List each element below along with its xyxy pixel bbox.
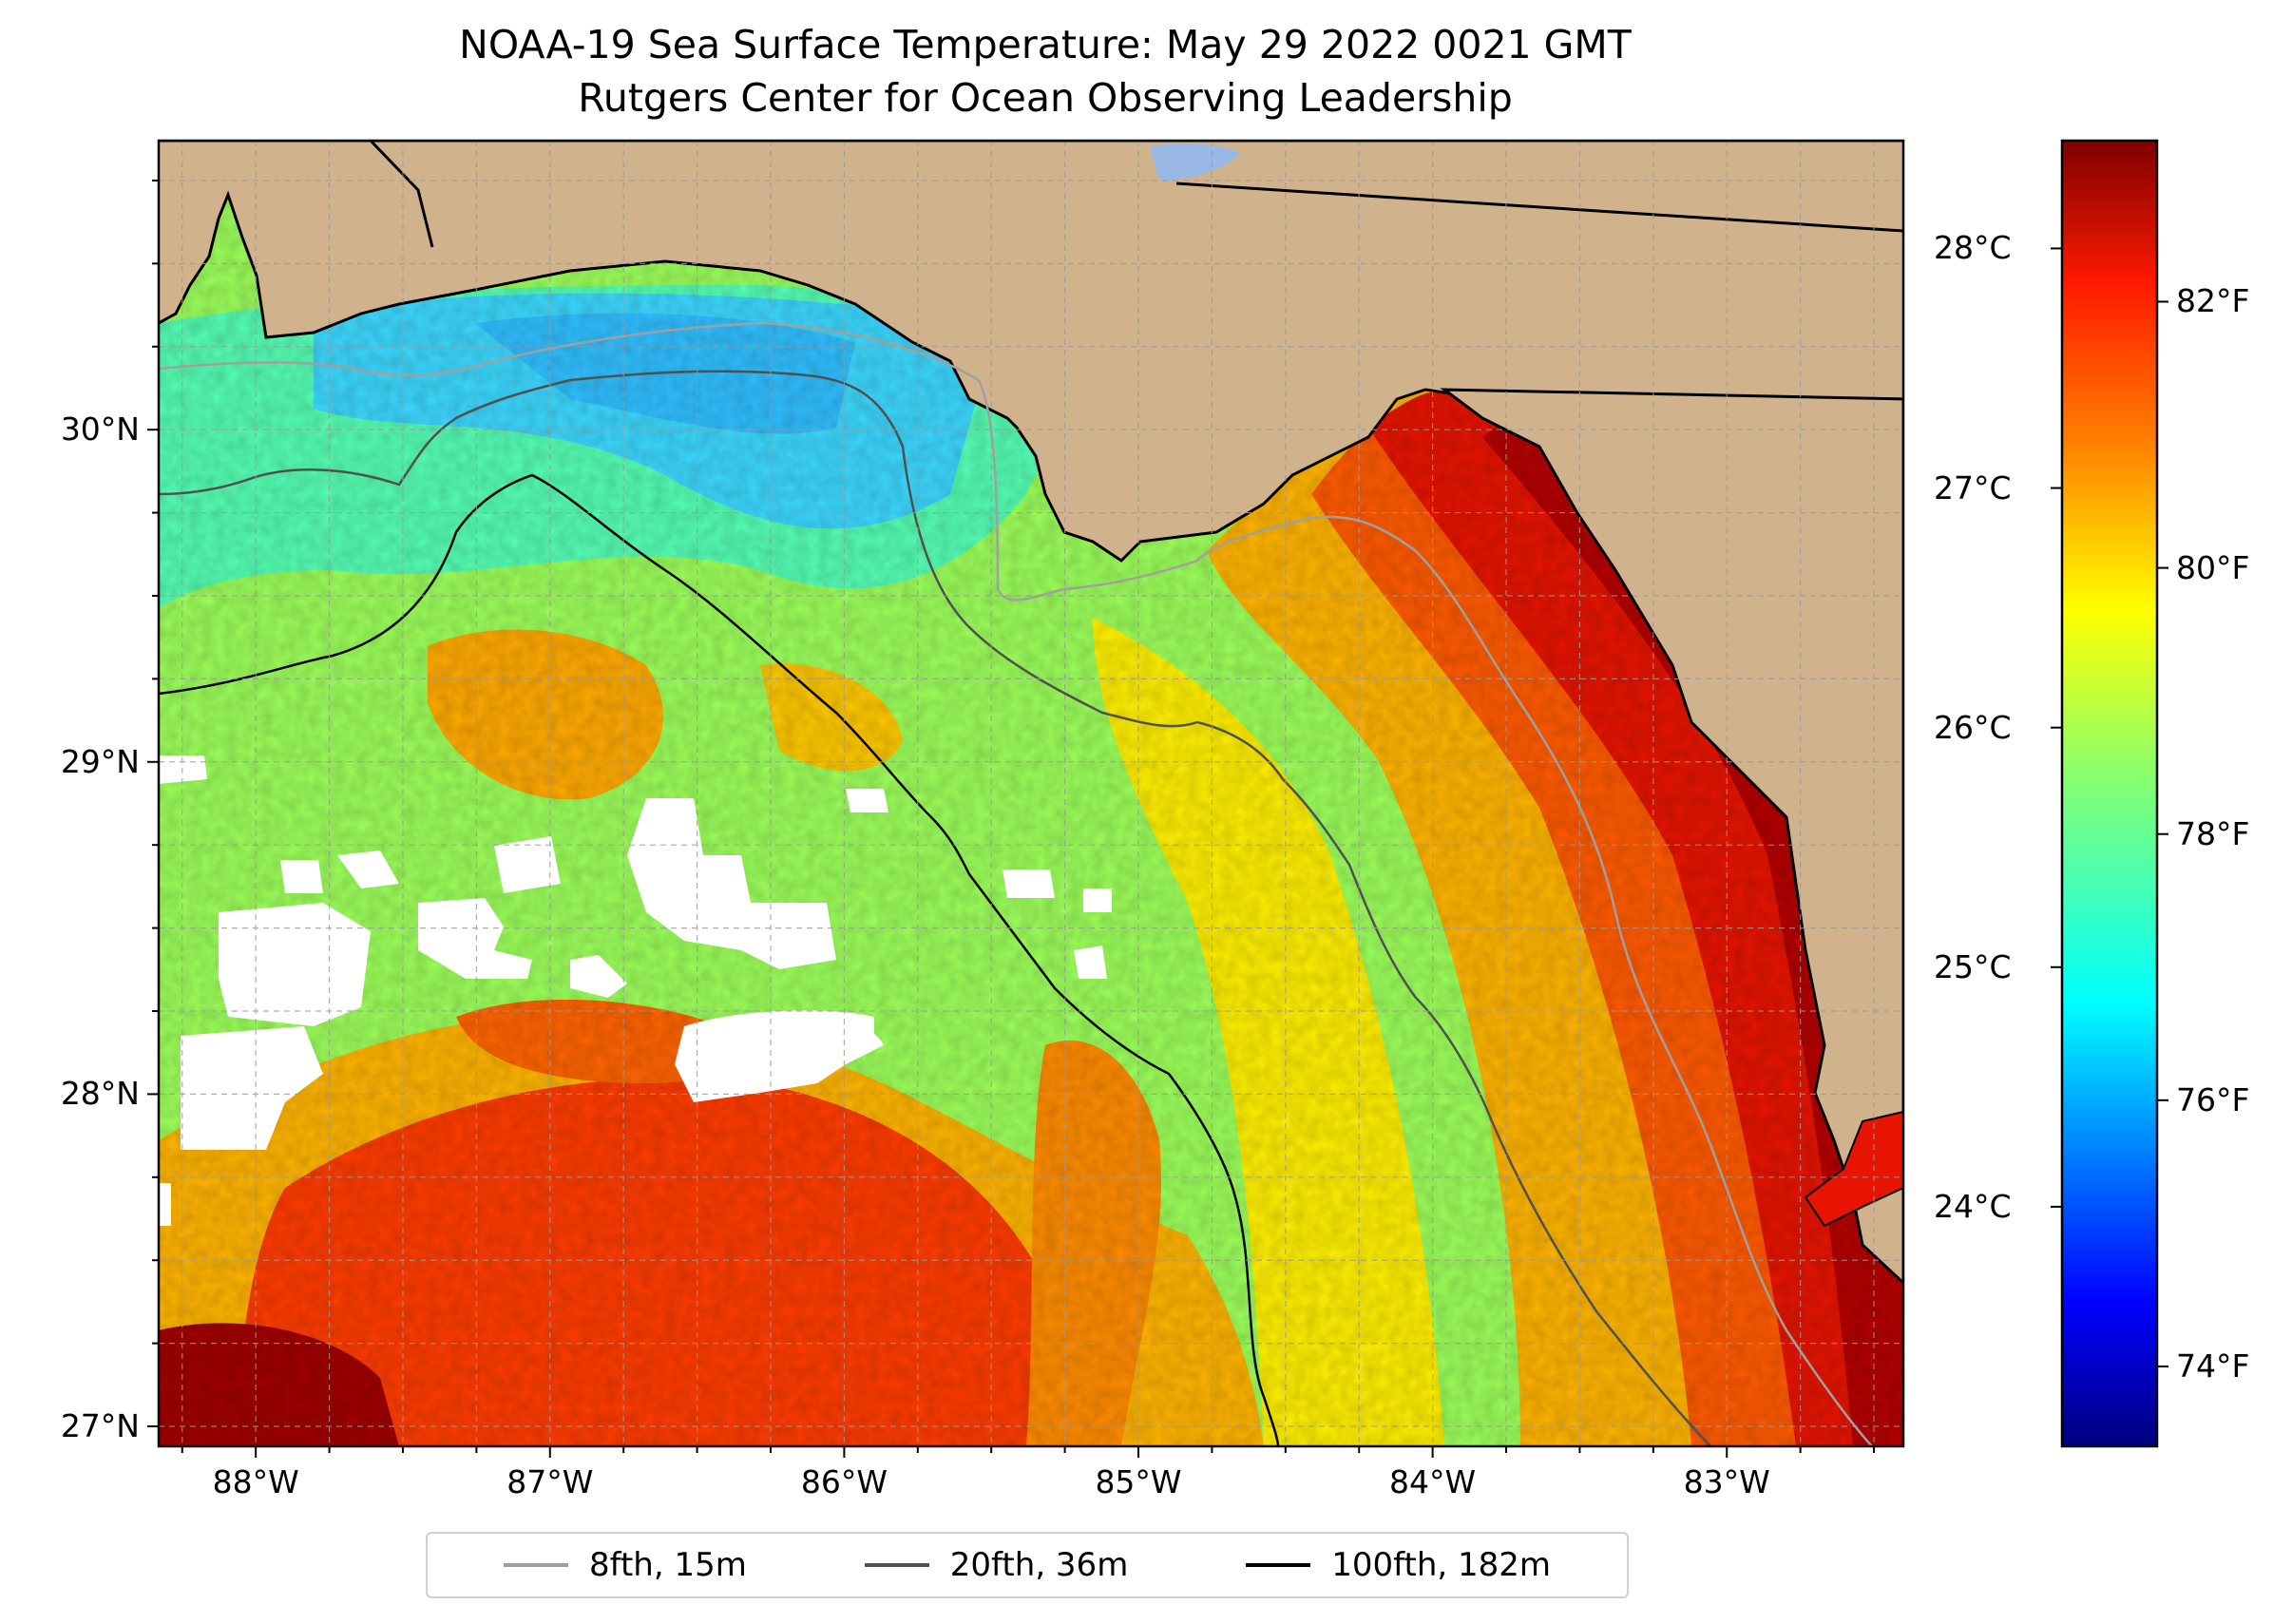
colorbar-celsius-label: 25°C xyxy=(1934,947,2012,985)
colorbar xyxy=(2060,139,2159,1448)
contour-20fth xyxy=(159,370,1711,1446)
gridlines xyxy=(159,141,1903,1446)
state-border-west xyxy=(369,141,434,248)
legend-item: 100fth, 182m xyxy=(1246,1546,1551,1584)
legend-swatch xyxy=(864,1563,929,1567)
longitude-label: 83°W xyxy=(1683,1463,1770,1500)
colorbar-celsius-label: 26°C xyxy=(1934,708,2012,746)
colorbar-fahrenheit-label: 74°F xyxy=(2176,1347,2250,1385)
longitude-label: 84°W xyxy=(1389,1463,1477,1500)
land xyxy=(159,141,1903,1286)
contour-8fth xyxy=(159,321,1873,1446)
colorbar-fahrenheit-label: 78°F xyxy=(2176,814,2250,852)
legend-label: 100fth, 182m xyxy=(1331,1546,1552,1584)
state-border xyxy=(1175,182,1903,233)
longitude-label: 87°W xyxy=(506,1463,594,1500)
latitude-label: 27°N xyxy=(60,1407,140,1445)
colorbar-fahrenheit-label: 80°F xyxy=(2176,548,2250,586)
legend-item: 20fth, 36m xyxy=(864,1546,1129,1584)
legend-label: 8fth, 15m xyxy=(588,1546,747,1584)
cloud-mask xyxy=(159,755,1112,1226)
tick-marks xyxy=(147,179,1876,1458)
colorbar-celsius-label: 24°C xyxy=(1934,1187,2012,1225)
colorbar-celsius-label: 27°C xyxy=(1934,468,2012,506)
legend-swatch xyxy=(1246,1563,1311,1567)
bathymetry-contours xyxy=(159,321,1873,1446)
land-east xyxy=(1440,388,1903,1286)
legend-label: 20fth, 36m xyxy=(949,1546,1129,1584)
land-north xyxy=(159,141,1903,563)
legend-item: 8fth, 15m xyxy=(503,1546,747,1584)
legend-swatch xyxy=(503,1563,568,1567)
longitude-label: 88°W xyxy=(212,1463,299,1500)
map-area xyxy=(159,141,1903,1446)
chart-subtitle: Rutgers Center for Ocean Observing Leade… xyxy=(578,75,1513,121)
longitude-label: 85°W xyxy=(1095,1463,1182,1500)
colorbar-fahrenheit-label: 76°F xyxy=(2176,1080,2250,1118)
longitude-label: 86°W xyxy=(800,1463,888,1500)
colorbar-ticks xyxy=(2051,247,2168,1367)
latitude-label: 29°N xyxy=(60,742,140,780)
latitude-label: 28°N xyxy=(60,1075,140,1113)
lake xyxy=(1150,143,1240,181)
legend: 8fth, 15m 20fth, 36m 100fth, 182m xyxy=(426,1532,1629,1598)
chart-title: NOAA-19 Sea Surface Temperature: May 29 … xyxy=(459,22,1632,67)
map-frame xyxy=(157,139,1905,1448)
latitude-label: 30°N xyxy=(60,411,140,449)
colorbar-fahrenheit-label: 82°F xyxy=(2176,282,2250,320)
colorbar-celsius-label: 28°C xyxy=(1934,229,2012,267)
contour-100fth xyxy=(159,473,1280,1446)
